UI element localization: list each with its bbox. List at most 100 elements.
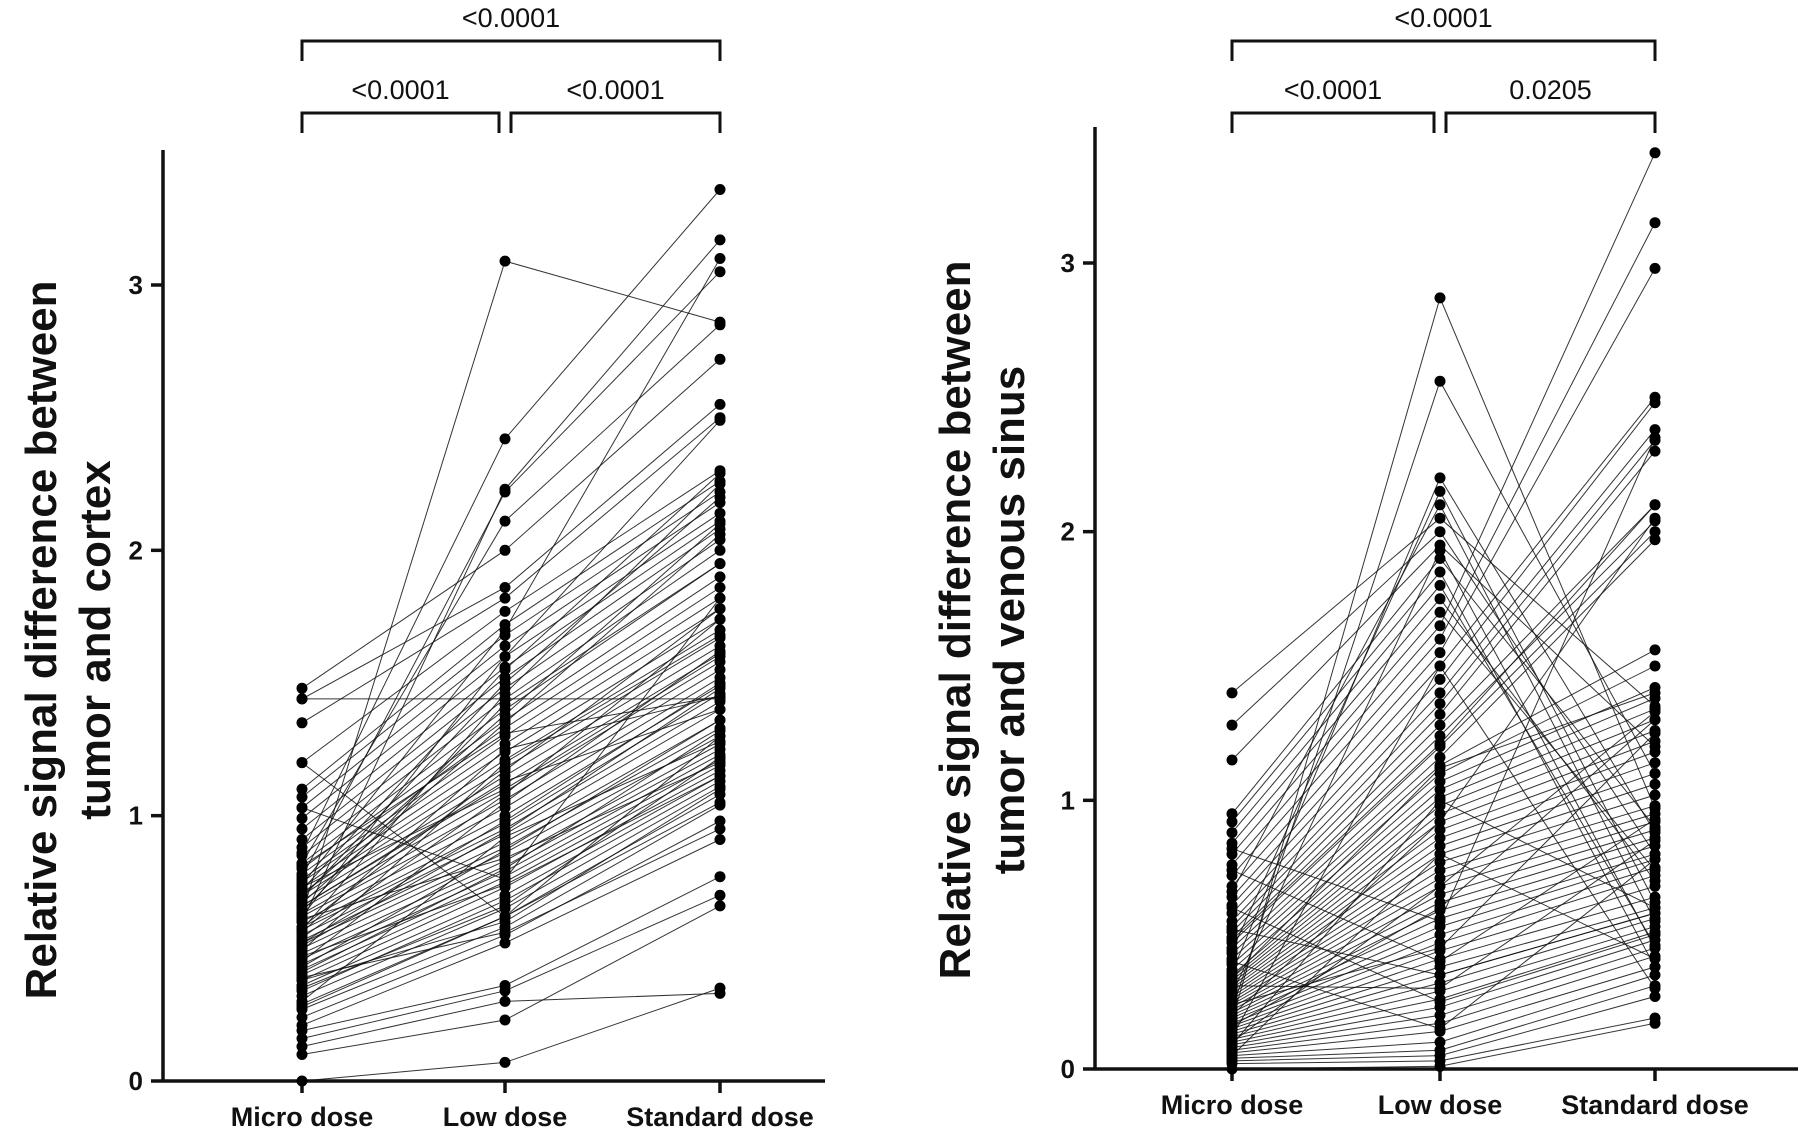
data-point (296, 889, 308, 901)
data-point (296, 783, 308, 795)
data-point (1649, 1012, 1661, 1024)
data-point (499, 1056, 511, 1068)
data-point (1434, 864, 1446, 876)
data-point (714, 900, 726, 912)
data-point (1226, 843, 1238, 855)
data-point (1226, 886, 1238, 898)
data-point (1226, 923, 1238, 935)
data-point (1434, 292, 1446, 304)
data-point (1434, 1044, 1446, 1056)
data-point (499, 911, 511, 922)
data-point (1649, 727, 1661, 739)
significance-bracket (1444, 111, 1657, 133)
significance-bracket (1230, 39, 1657, 61)
data-point (714, 603, 726, 615)
data-point (714, 316, 726, 328)
data-point (1434, 698, 1446, 710)
data-point (714, 184, 726, 195)
data-point (714, 770, 726, 782)
data-point (1649, 991, 1661, 1002)
data-point (1434, 902, 1446, 914)
y-tick-label: 1 (129, 801, 143, 831)
data-point (1226, 816, 1238, 828)
data-point (1434, 888, 1446, 900)
data-point (1434, 647, 1446, 659)
y-tick-label: 3 (129, 270, 143, 300)
data-point (1434, 915, 1446, 927)
y-tick-label: 3 (1061, 248, 1075, 278)
data-point (1649, 969, 1661, 981)
data-point (499, 844, 511, 856)
data-point (1649, 534, 1661, 546)
significance-bracket (300, 39, 722, 61)
data-points (296, 184, 726, 1087)
p-value-label: <0.0001 (1284, 75, 1382, 105)
data-point (714, 704, 726, 715)
data-point (499, 515, 511, 527)
data-point (1649, 147, 1661, 159)
data-point (714, 571, 726, 583)
significance-bracket (1230, 111, 1436, 133)
data-point (296, 900, 308, 912)
data-point (1434, 762, 1446, 774)
significance-bracket (300, 111, 501, 133)
data-point (499, 815, 511, 827)
pair-line (301, 992, 721, 1047)
data-point (1649, 929, 1661, 941)
data-point (714, 815, 726, 827)
chart-panel-1: 0 1 2 3 Micro dose Low dose Standard dose Relat… (17, 3, 825, 1132)
data-point (1434, 485, 1446, 497)
data-point (1434, 593, 1446, 605)
data-point (1649, 915, 1661, 927)
data-point (1434, 824, 1446, 836)
data-point (499, 1014, 511, 1026)
x-tick-label: Micro dose (1161, 1090, 1304, 1120)
p-value-label: <0.0001 (351, 75, 449, 105)
data-point (1649, 499, 1661, 511)
data-point (714, 398, 726, 410)
x-tick-label: Low dose (443, 1102, 568, 1131)
data-point (1649, 660, 1661, 672)
data-point (499, 757, 511, 769)
data-point (1226, 1020, 1238, 1032)
data-point (296, 823, 308, 835)
pair-line (301, 358, 721, 689)
data-point (1649, 907, 1661, 919)
data-point (714, 629, 726, 641)
data-point (1226, 754, 1238, 766)
data-point (499, 592, 511, 604)
data-point (714, 507, 726, 519)
data-point (714, 783, 726, 795)
data-point (1226, 956, 1238, 967)
y-tick-label: 2 (1061, 517, 1075, 547)
data-point (1649, 445, 1661, 457)
data-point (296, 940, 308, 952)
data-point (296, 757, 308, 769)
data-point (499, 717, 511, 729)
data-point (296, 1049, 308, 1060)
pair-line (301, 491, 721, 798)
p-value-label: <0.0001 (566, 75, 664, 105)
data-point (499, 796, 511, 808)
data-point (1226, 808, 1238, 820)
data-point (1434, 1023, 1446, 1035)
data-point (714, 664, 726, 676)
data-point (499, 651, 511, 662)
data-point (1649, 835, 1661, 847)
data-point (714, 528, 726, 540)
data-point (714, 414, 726, 426)
y-tick-label: 2 (129, 535, 143, 565)
data-point (1434, 1009, 1446, 1021)
data-point (1649, 813, 1661, 825)
data-point (296, 924, 308, 936)
data-point (1226, 827, 1238, 839)
y-tick-label: 0 (129, 1066, 143, 1096)
data-point (296, 834, 308, 845)
pair-line (301, 502, 721, 809)
data-point (1434, 1036, 1446, 1048)
data-point (1434, 848, 1446, 860)
data-point (714, 558, 726, 570)
data-points (1226, 147, 1661, 1075)
data-point (714, 651, 726, 662)
data-point (1649, 942, 1661, 954)
